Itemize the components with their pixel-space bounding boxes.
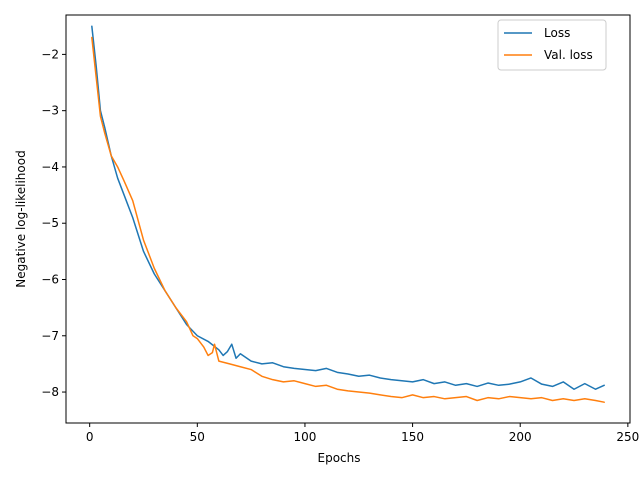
y-tick-label: −8 [41,385,59,399]
x-tick-label: 250 [616,430,639,444]
y-tick-label: −2 [41,47,59,61]
legend-label-0: Loss [544,26,570,40]
y-tick-label: −7 [41,329,59,343]
y-tick-label: −4 [41,160,59,174]
x-tick-label: 200 [509,430,532,444]
legend: Loss Val. loss [497,19,607,71]
y-tick-label: −3 [41,104,59,118]
y-axis-ticks: −2 −3 −4 −5 −6 −7 −8 [41,47,66,399]
series-layer [91,25,605,403]
x-axis-label: Epochs [318,451,361,465]
legend-label-1: Val. loss [544,48,593,62]
series-line-1 [91,36,605,403]
x-axis-ticks: 0 50 100 150 200 250 [86,423,639,444]
x-tick-label: 100 [293,430,316,444]
plot-area [65,14,631,424]
x-tick-label: 50 [190,430,205,444]
x-tick-label: 0 [86,430,94,444]
series-line-0 [91,25,605,390]
plot-frame [65,14,631,424]
y-tick-label: −6 [41,272,59,286]
y-tick-label: −5 [41,216,59,230]
y-axis-label: Negative log-likelihood [14,150,28,287]
x-tick-label: 150 [401,430,424,444]
